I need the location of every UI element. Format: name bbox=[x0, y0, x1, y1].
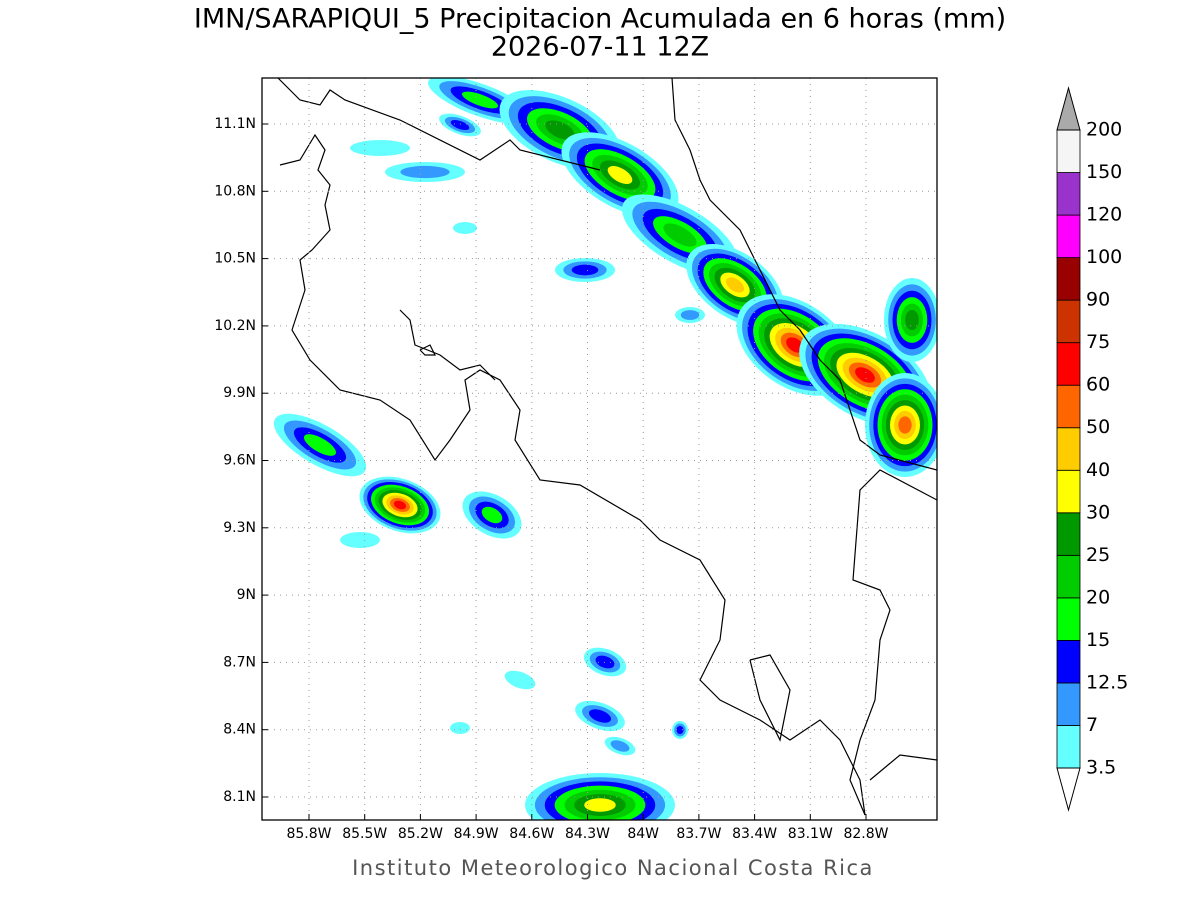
colorbar-segment bbox=[1056, 342, 1081, 386]
colorbar-segment bbox=[1056, 597, 1081, 641]
lat-tick-label: 8.4N bbox=[223, 722, 256, 738]
coastline bbox=[419, 344, 436, 356]
lon-tick-label: 84.3W bbox=[565, 826, 610, 842]
lon-tick-label: 85.2W bbox=[398, 826, 443, 842]
rain-contour bbox=[676, 726, 684, 734]
colorbar-segment bbox=[1056, 725, 1081, 769]
colorbar-label: 50 bbox=[1086, 416, 1110, 438]
rain-contour bbox=[504, 670, 536, 690]
coastline bbox=[869, 754, 937, 781]
colorbar-segment bbox=[1056, 512, 1081, 556]
rain-contour bbox=[350, 140, 410, 156]
footer: Instituto Meteorologico Nacional Costa R… bbox=[352, 856, 874, 880]
lon-tick-label: 85.5W bbox=[342, 826, 387, 842]
subtitle: 2026-07-11 12Z bbox=[491, 32, 709, 63]
lon-tick-label: 84.9W bbox=[454, 826, 499, 842]
lat-tick-label: 8.1N bbox=[223, 789, 256, 805]
colorbar-segment bbox=[1056, 554, 1081, 599]
colorbar-label: 25 bbox=[1086, 544, 1110, 566]
lat-tick-label: 10.8N bbox=[214, 183, 256, 199]
coastlines bbox=[277, 78, 937, 816]
lat-tick-label: 9N bbox=[237, 587, 256, 603]
colorbar-segment bbox=[1056, 427, 1081, 471]
lon-tick-label: 82.8W bbox=[843, 826, 888, 842]
lat-tick-label: 10.5N bbox=[214, 251, 256, 267]
coastline bbox=[279, 133, 866, 816]
rain-contour bbox=[680, 310, 700, 320]
rain-contour bbox=[481, 506, 503, 524]
rain-contour bbox=[450, 119, 470, 131]
colorbar-label: 100 bbox=[1086, 246, 1122, 268]
colorbar-segment bbox=[1056, 129, 1081, 173]
colorbar: 3.5 7 12.5 15 20 25 30 40 50 60 75 90 100 120 150 200 bbox=[1056, 86, 1128, 812]
rain-contour bbox=[340, 532, 380, 548]
colorbar-label: 7 bbox=[1086, 714, 1098, 736]
map-frame bbox=[261, 77, 938, 821]
colorbar-segment bbox=[1056, 640, 1081, 684]
colorbar-label: 60 bbox=[1086, 374, 1110, 396]
rain-contour bbox=[545, 120, 575, 140]
rain-contour bbox=[610, 740, 630, 752]
graticule: 85.8W 85.5W 85.2W 84.9W 84.6W 84.3W 84W 83.7W 83… bbox=[214, 78, 937, 842]
lon-tick-label: 84.6W bbox=[509, 826, 554, 842]
rain-contour bbox=[588, 709, 612, 723]
colorbar-label: 40 bbox=[1086, 459, 1110, 481]
lon-tick-label: 84W bbox=[627, 826, 659, 842]
rain-contour bbox=[584, 798, 616, 812]
rain-contour bbox=[461, 91, 499, 109]
rain-contour bbox=[571, 264, 599, 276]
colorbar-segment bbox=[1056, 469, 1081, 514]
rain-contour bbox=[607, 166, 633, 184]
lon-tick-label: 83.4W bbox=[732, 826, 777, 842]
rain-contour bbox=[786, 337, 804, 353]
colorbar-label: 30 bbox=[1086, 501, 1110, 523]
colorbar-over bbox=[1056, 86, 1081, 131]
colorbar-segment bbox=[1056, 172, 1081, 216]
colorbar-label: 120 bbox=[1086, 204, 1122, 226]
lat-tick-label: 9.3N bbox=[223, 520, 256, 536]
rain-contour bbox=[393, 500, 407, 510]
lon-tick-label: 83.1W bbox=[788, 826, 833, 842]
precipitation-field bbox=[273, 78, 937, 820]
colorbar-label: 75 bbox=[1086, 331, 1110, 353]
lat-tick-label: 9.6N bbox=[223, 453, 256, 469]
colorbar-segment bbox=[1056, 299, 1081, 344]
rain-contour bbox=[898, 416, 912, 434]
colorbar-label: 15 bbox=[1086, 629, 1110, 651]
rain-contour bbox=[453, 222, 477, 234]
colorbar-segment bbox=[1056, 214, 1081, 258]
coastline bbox=[849, 469, 937, 816]
coastline bbox=[277, 78, 601, 171]
colorbar-under bbox=[1056, 767, 1081, 812]
colorbar-segment bbox=[1056, 682, 1081, 726]
coastline bbox=[671, 78, 937, 471]
coastline bbox=[749, 654, 791, 742]
lat-tick-label: 11.1N bbox=[214, 116, 256, 132]
rain-contour bbox=[450, 722, 470, 734]
rain-contour bbox=[400, 165, 450, 179]
lon-tick-label: 83.7W bbox=[676, 826, 721, 842]
lat-tick-label: 10.2N bbox=[214, 318, 256, 334]
colorbar-label: 150 bbox=[1086, 161, 1122, 183]
rain-contour bbox=[303, 434, 337, 456]
colorbar-label: 3.5 bbox=[1086, 757, 1116, 779]
colorbar-label: 200 bbox=[1086, 119, 1122, 141]
colorbar-segment bbox=[1056, 257, 1081, 301]
colorbar-label: 12.5 bbox=[1086, 671, 1128, 693]
lon-tick-label: 85.8W bbox=[286, 826, 331, 842]
colorbar-segment bbox=[1056, 384, 1081, 429]
rain-contour bbox=[663, 223, 697, 247]
rain-contour bbox=[905, 309, 919, 331]
lat-tick-label: 9.9N bbox=[223, 385, 256, 401]
colorbar-label: 20 bbox=[1086, 586, 1110, 608]
rain-contour bbox=[725, 277, 745, 293]
title: IMN/SARAPIQUI_5 Precipitacion Acumulada … bbox=[194, 4, 1006, 35]
rain-contour bbox=[855, 367, 875, 383]
lat-tick-label: 8.7N bbox=[223, 654, 256, 670]
colorbar-label: 90 bbox=[1086, 289, 1110, 311]
coastline bbox=[399, 309, 496, 381]
